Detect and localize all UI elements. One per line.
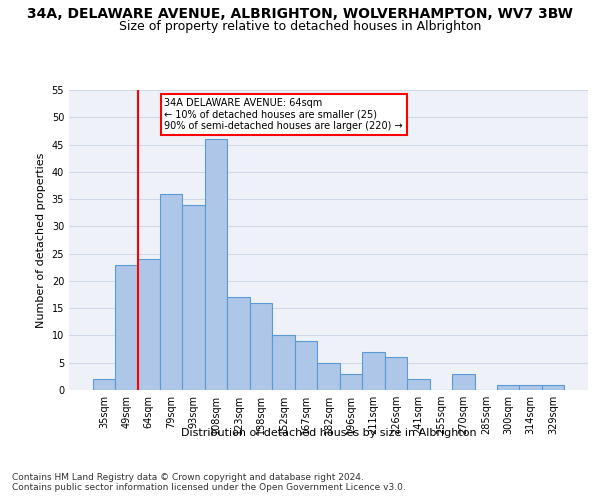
Bar [182, 204, 205, 390]
Text: Distribution of detached houses by size in Albrighton: Distribution of detached houses by size … [181, 428, 476, 438]
Bar [227, 298, 250, 390]
Y-axis label: Number of detached properties: Number of detached properties [36, 152, 46, 328]
Bar [160, 194, 182, 390]
Bar [250, 302, 272, 390]
Text: 34A DELAWARE AVENUE: 64sqm
← 10% of detached houses are smaller (25)
90% of semi: 34A DELAWARE AVENUE: 64sqm ← 10% of deta… [164, 98, 403, 132]
Bar [92, 379, 115, 390]
Bar [340, 374, 362, 390]
Bar [272, 336, 295, 390]
Bar [295, 341, 317, 390]
Text: Contains public sector information licensed under the Open Government Licence v3: Contains public sector information licen… [12, 482, 406, 492]
Text: 34A, DELAWARE AVENUE, ALBRIGHTON, WOLVERHAMPTON, WV7 3BW: 34A, DELAWARE AVENUE, ALBRIGHTON, WOLVER… [27, 8, 573, 22]
Bar [137, 259, 160, 390]
Bar [542, 384, 565, 390]
Bar [407, 379, 430, 390]
Bar [497, 384, 520, 390]
Bar [115, 264, 137, 390]
Bar [385, 358, 407, 390]
Bar [317, 362, 340, 390]
Text: Size of property relative to detached houses in Albrighton: Size of property relative to detached ho… [119, 20, 481, 33]
Bar [362, 352, 385, 390]
Bar [520, 384, 542, 390]
Text: Contains HM Land Registry data © Crown copyright and database right 2024.: Contains HM Land Registry data © Crown c… [12, 472, 364, 482]
Bar [452, 374, 475, 390]
Bar [205, 139, 227, 390]
